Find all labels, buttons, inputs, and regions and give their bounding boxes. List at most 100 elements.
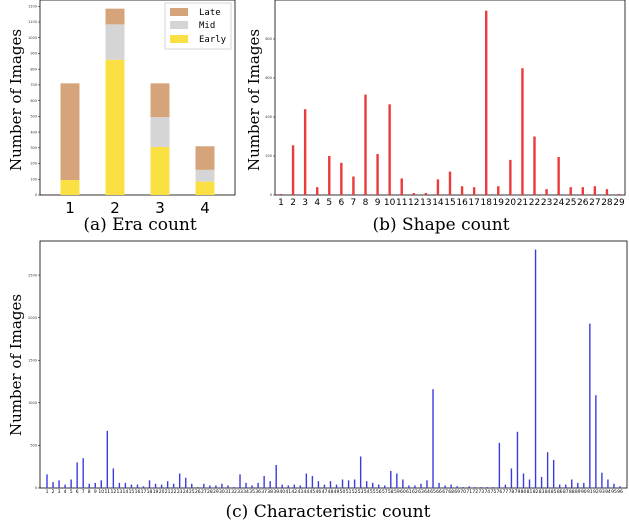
y-tick-label: 400: [30, 130, 37, 134]
x-tick-label: 24: [183, 489, 189, 495]
x-tick-label: 8: [88, 489, 91, 495]
characteristic-bar: [565, 484, 567, 488]
characteristic-bar: [191, 483, 193, 488]
characteristic-bar: [215, 485, 217, 488]
y-tick-label: 100: [30, 177, 37, 181]
characteristic-y-axis-label: Number of Images: [7, 294, 25, 436]
x-tick-label: 36: [255, 489, 261, 495]
x-tick-label: 11: [396, 198, 407, 208]
x-tick-label: 31: [225, 489, 231, 495]
y-tick-label: 1500: [28, 358, 37, 362]
x-tick-label: 45: [310, 489, 316, 495]
characteristic-bar: [462, 487, 464, 488]
characteristic-bar: [76, 462, 78, 488]
x-tick-label: 68: [448, 489, 454, 495]
era-bar-mid: [105, 24, 125, 60]
shape-bar: [412, 193, 415, 195]
x-tick-label: 83: [539, 489, 545, 495]
characteristic-bar: [221, 483, 223, 488]
x-tick-label: 11: [104, 489, 110, 495]
y-tick-label: 2500: [28, 273, 37, 277]
characteristic-bar: [408, 485, 410, 488]
x-tick-label: 12: [110, 489, 116, 495]
x-tick-label: 78: [509, 489, 515, 495]
shape-bar: [569, 187, 572, 195]
x-tick-label: 29: [213, 489, 219, 495]
shape-bar: [388, 104, 391, 195]
characteristic-bar: [311, 476, 314, 488]
characteristic-bar: [341, 479, 344, 488]
legend-label-late: Late: [199, 8, 221, 18]
shape-bar: [509, 159, 512, 195]
x-tick-label: 80: [521, 489, 527, 495]
y-tick-label: 800: [265, 37, 272, 41]
characteristic-bar: [516, 431, 519, 488]
characteristic-bar: [239, 474, 241, 488]
x-tick-label: 60: [400, 489, 406, 495]
x-tick-label: 16: [456, 198, 468, 208]
x-tick-label: 16: [135, 489, 141, 495]
x-tick-label: 19: [493, 198, 505, 208]
characteristic-bar: [160, 484, 163, 488]
characteristic-bar: [52, 482, 54, 488]
characteristic-bar: [233, 487, 235, 488]
shape-bar: [352, 176, 355, 195]
x-tick-label: 57: [382, 489, 388, 495]
x-tick-label: 86: [557, 489, 563, 495]
shape-bars: [279, 10, 621, 195]
x-tick-label: 61: [406, 489, 412, 495]
y-tick-label: 200: [30, 162, 37, 166]
x-tick-label: 95: [611, 489, 617, 495]
x-tick-label: 13: [117, 489, 123, 495]
x-tick-label: 30: [219, 489, 225, 495]
x-tick-label: 1: [278, 198, 284, 208]
x-tick-label: 46: [316, 489, 322, 495]
characteristic-bar: [384, 485, 386, 488]
shape-caption: (b) Shape count: [372, 215, 509, 235]
x-tick-label: 33: [237, 489, 243, 495]
characteristic-bar: [257, 482, 259, 488]
shape-bar: [279, 194, 283, 195]
characteristic-bar: [347, 480, 350, 488]
characteristic-bar: [414, 485, 416, 488]
characteristic-bar: [178, 473, 181, 488]
x-tick-label: 24: [553, 198, 565, 208]
x-tick-label: 7: [82, 489, 85, 495]
characteristic-bar: [480, 487, 482, 488]
x-tick-label: 58: [388, 489, 394, 495]
characteristic-bar: [58, 480, 60, 488]
x-tick-label: 64: [424, 489, 430, 495]
characteristic-bar: [323, 484, 326, 488]
characteristic-bar: [185, 477, 187, 488]
x-tick-label: 41: [285, 489, 291, 495]
characteristic-bar: [112, 468, 115, 488]
legend-swatch-mid: [170, 21, 188, 29]
era-y-ticks: 0 100 200 300 400 500 600 700 800 900 1000 1100 1200: [28, 4, 40, 197]
x-tick-label: 12: [408, 198, 419, 208]
y-tick-label: 1100: [28, 20, 37, 24]
x-tick-label: 7: [351, 198, 357, 208]
panel-era: 0 100 200 300 400 500 600 700 800 900 1000 1100 1200…: [7, 0, 236, 235]
x-tick-label: 6: [338, 198, 344, 208]
characteristic-bar: [601, 472, 603, 488]
characteristic-bar: [275, 465, 277, 488]
characteristic-bar: [613, 483, 615, 488]
characteristic-bar: [365, 481, 368, 488]
shape-bar: [460, 186, 464, 195]
characteristic-bar: [251, 485, 253, 488]
x-tick-label: 44: [303, 489, 309, 495]
x-tick-label: 29: [613, 198, 625, 208]
characteristic-bar: [372, 482, 374, 488]
shape-bar: [605, 189, 609, 195]
era-caption: (a) Era count: [83, 215, 197, 235]
y-tick-label: 800: [30, 67, 37, 71]
x-tick-label: 15: [129, 489, 135, 495]
characteristic-bar: [390, 470, 392, 488]
characteristic-caption: (c) Characteristic count: [226, 502, 431, 522]
x-tick-label: 27: [589, 198, 600, 208]
x-tick-label: 2: [290, 198, 296, 208]
x-tick-label: 34: [243, 489, 249, 495]
shape-bar: [340, 162, 343, 195]
